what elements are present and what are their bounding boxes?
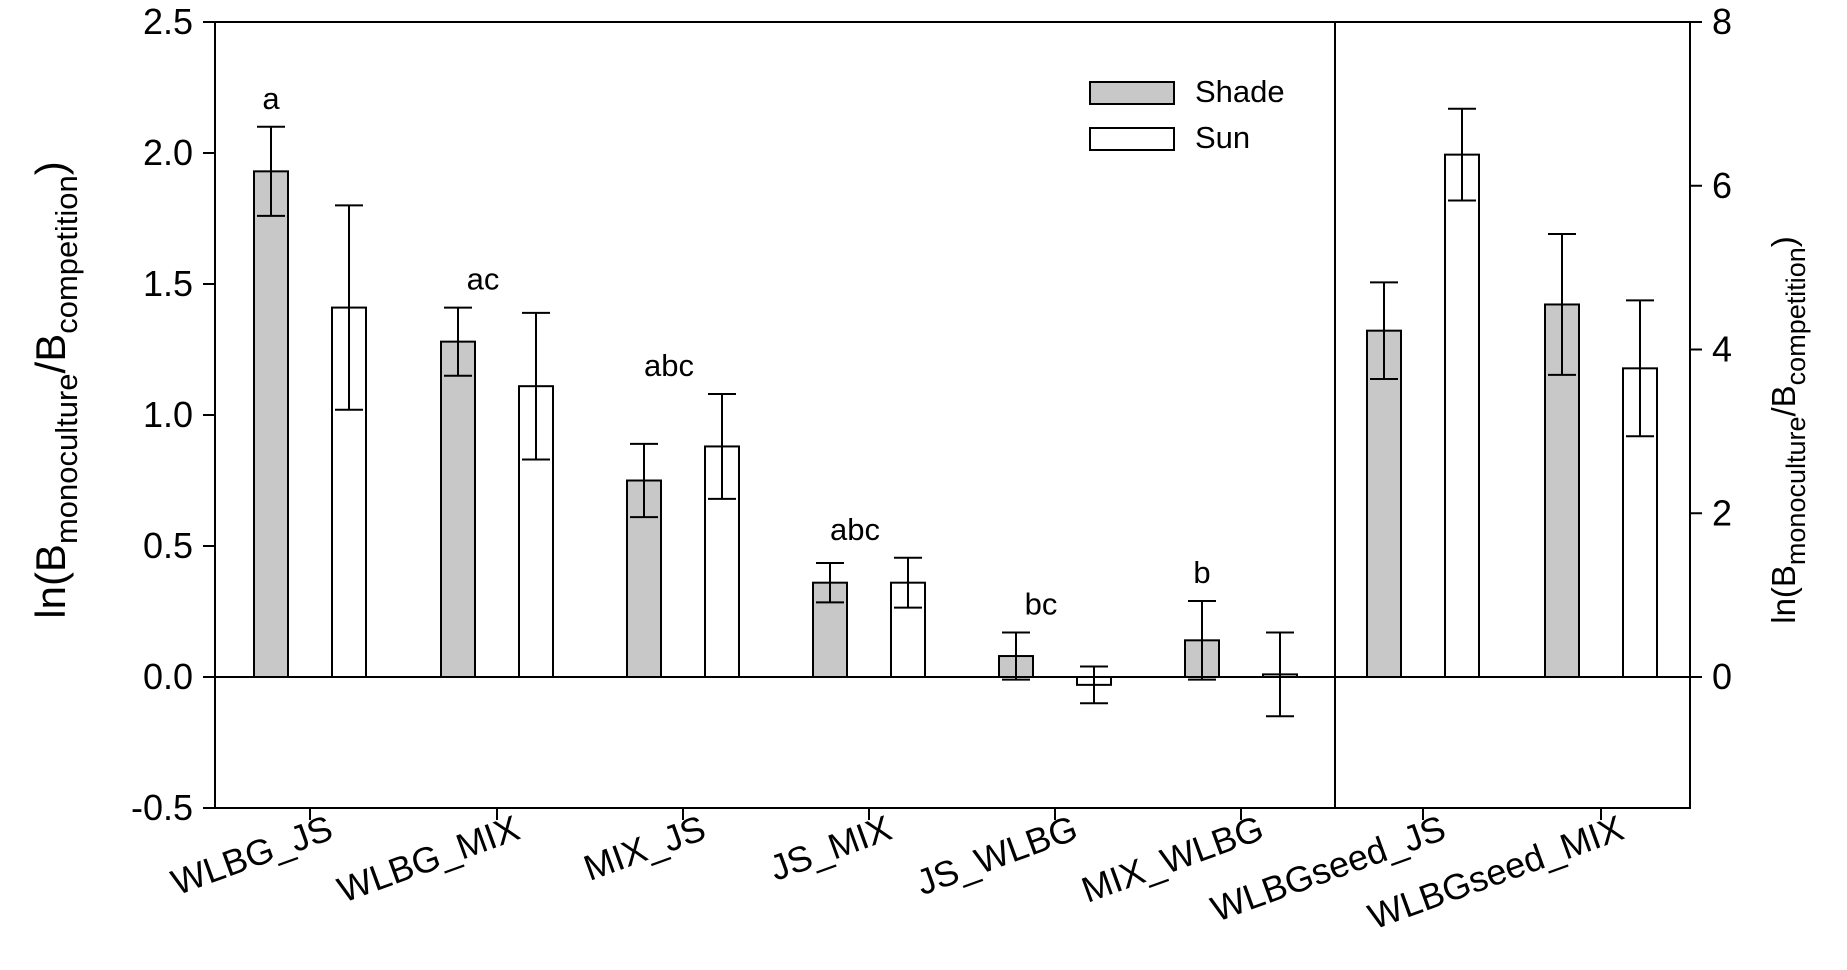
left-axis-tick-label: 2.5	[143, 1, 193, 42]
x-axis-category-label: JS_MIX	[764, 807, 896, 889]
shade-bar	[1366, 329, 1402, 678]
significance-letter: b	[1193, 555, 1210, 590]
significance-letter: bc	[1025, 586, 1058, 621]
right-axis-tick-label: 2	[1712, 492, 1732, 533]
x-axis-category-label: WLBG_MIX	[332, 807, 525, 911]
shade-bar	[440, 340, 476, 678]
left-axis-tick-label: 1.0	[143, 394, 193, 435]
significance-letter: a	[262, 81, 280, 116]
right-axis-tick-label: 4	[1712, 329, 1732, 370]
legend-swatch	[1089, 127, 1175, 151]
left-axis-tick-label: 2.0	[143, 132, 193, 173]
left-axis-tick-label: 0.0	[143, 656, 193, 697]
legend-label: Shade	[1195, 74, 1285, 109]
legend: Shade Sun	[1089, 74, 1285, 155]
sun-bar	[1444, 153, 1480, 678]
shade-bar	[253, 170, 289, 678]
bars	[253, 153, 1658, 686]
left-axis-tick-label: 1.5	[143, 263, 193, 304]
legend-label: Sun	[1195, 120, 1250, 155]
significance-letter: ac	[467, 262, 500, 297]
legend-swatch	[1089, 81, 1175, 105]
significance-letter: abc	[830, 512, 880, 547]
left-axis-tick-label: -0.5	[131, 787, 193, 828]
right-axis-title: ln(Bmonoculture/Bcompetition)	[1765, 236, 1811, 624]
significance-letter: abc	[644, 348, 694, 383]
right-axis-tick-label: 0	[1712, 656, 1732, 697]
x-axis-category-label: MIX_JS	[578, 807, 710, 889]
right-axis-tick-label: 6	[1712, 165, 1732, 206]
left-axis-tick-label: 0.5	[143, 525, 193, 566]
x-axis-category-label: JS_WLBG	[911, 807, 1083, 903]
left-axis-title: ln(Bmonoculture/Bcompetition)	[27, 161, 84, 619]
axes: -0.5 0.0 0.5 1.0 1.5 2.0 2.5 0 2 4 6 8	[131, 1, 1732, 828]
right-axis-tick-label: 8	[1712, 1, 1732, 42]
error-bars	[257, 107, 1654, 718]
